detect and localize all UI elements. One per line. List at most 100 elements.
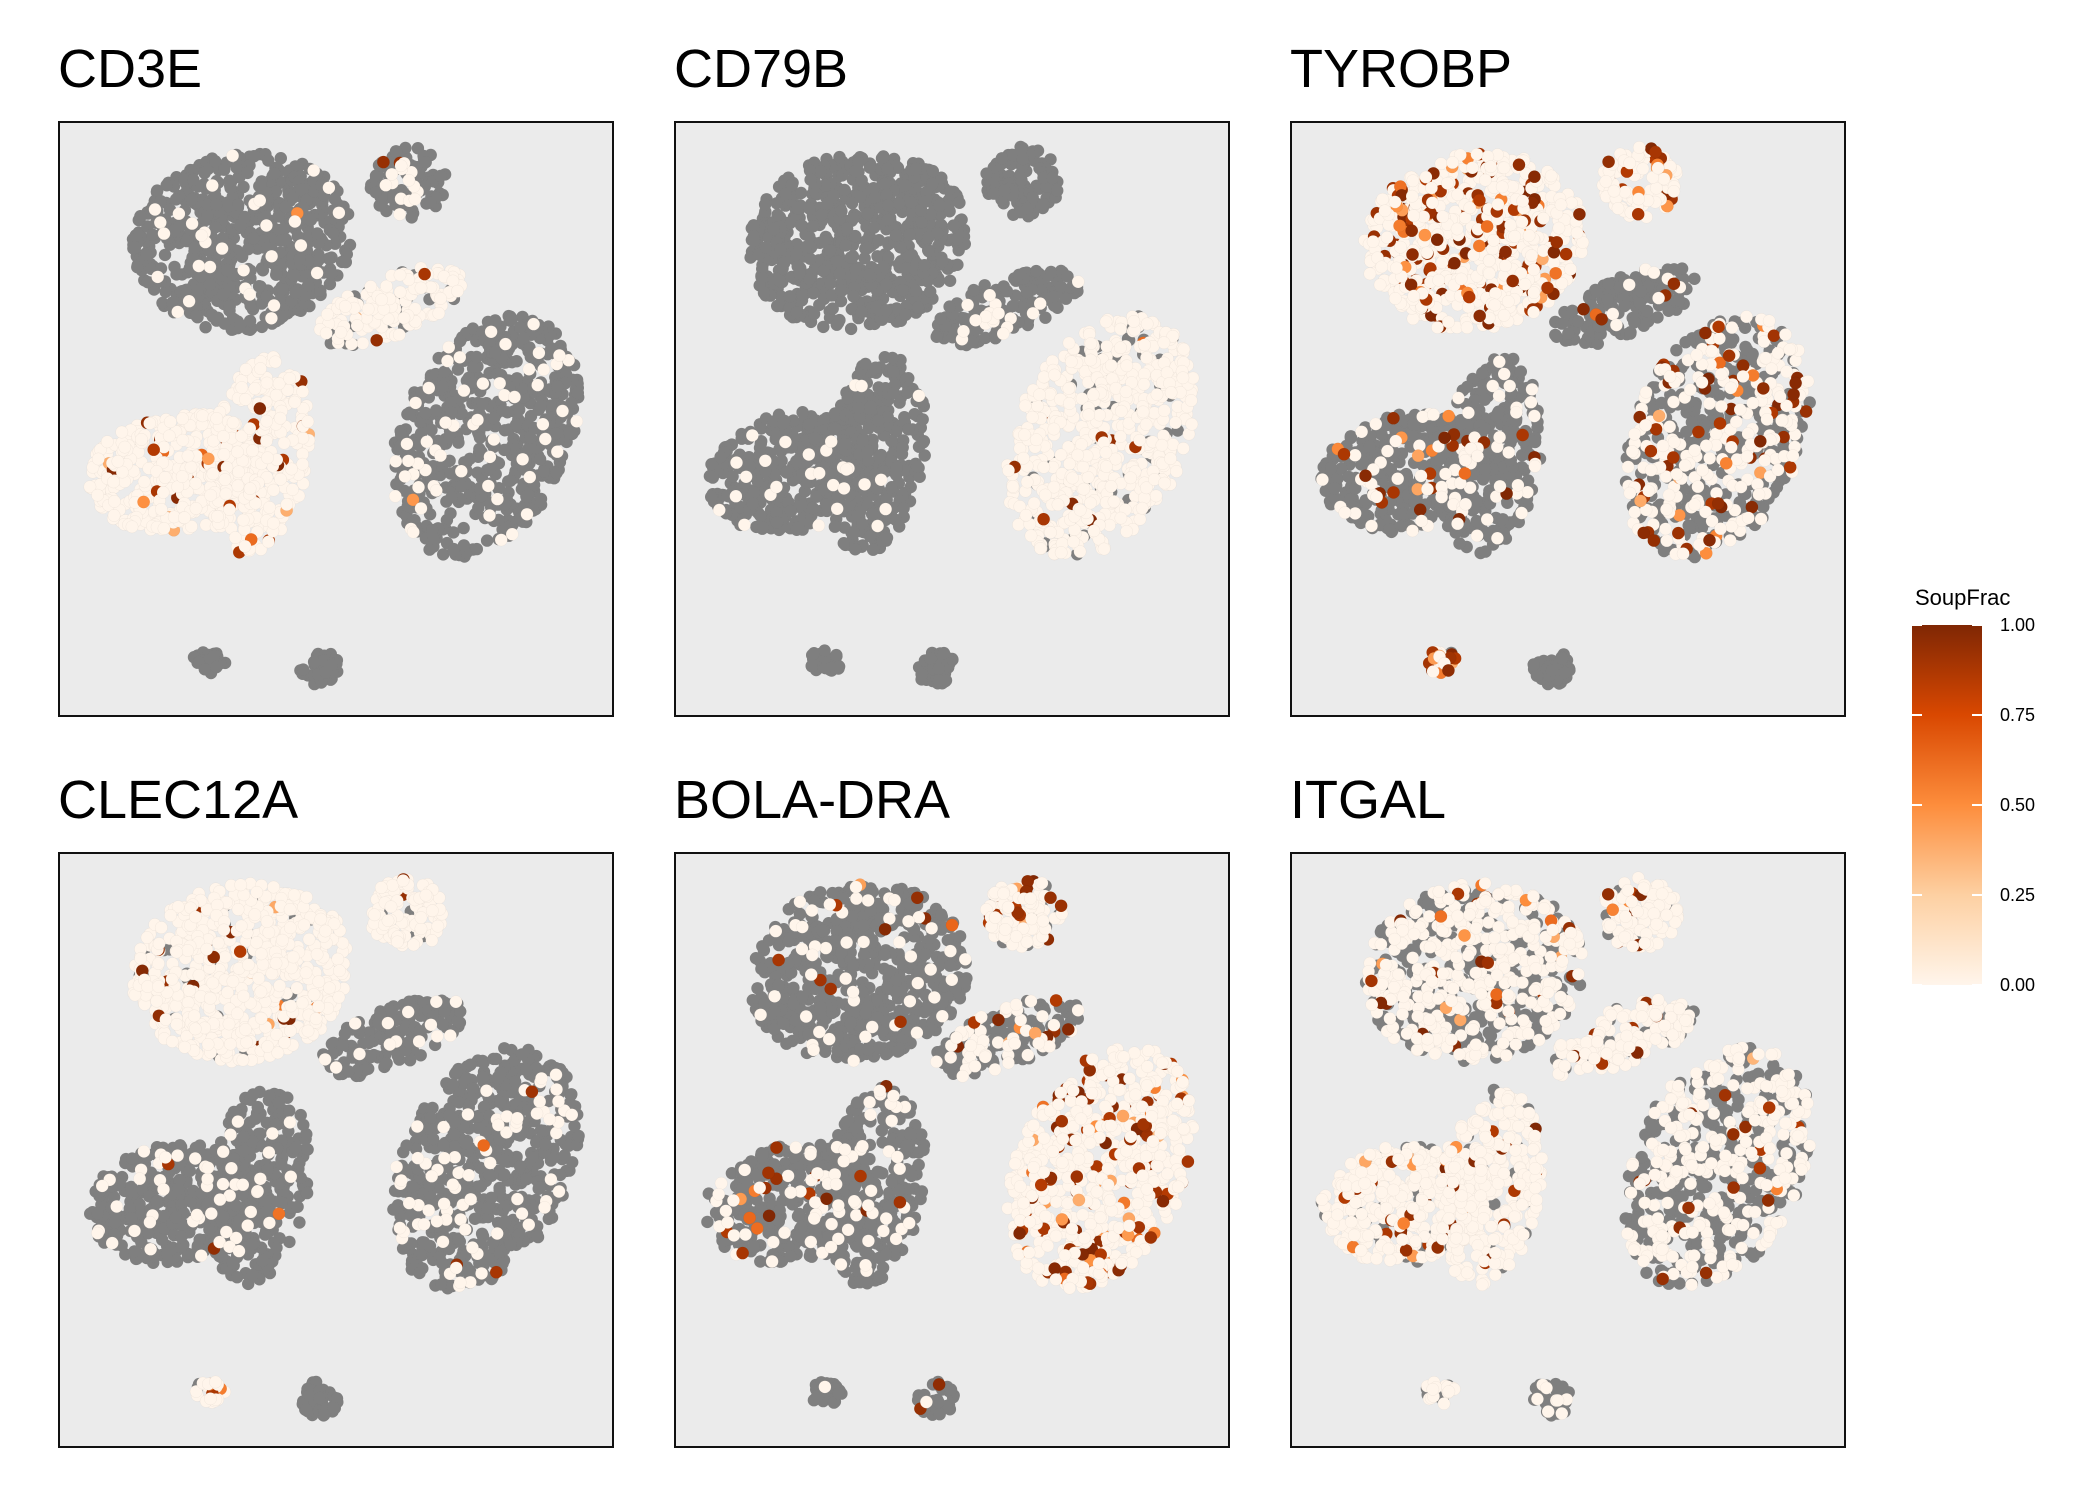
cell-point [807, 287, 820, 300]
cell-point [757, 286, 771, 300]
cell-point [434, 449, 447, 463]
cell-point [338, 299, 352, 313]
cell-point [995, 152, 1009, 165]
cell-point [880, 531, 894, 544]
cell-point [827, 189, 840, 202]
cell-point [1100, 339, 1114, 353]
cell-point [261, 451, 274, 465]
cell-point [236, 513, 250, 527]
cell-point [745, 428, 759, 442]
cell-point [322, 181, 336, 195]
cell-point [879, 304, 893, 317]
cell-point [429, 404, 443, 417]
cell-point [241, 166, 254, 180]
cell-point [861, 444, 874, 457]
cell-point [910, 460, 924, 473]
cell-point [796, 406, 809, 419]
cell-point [395, 428, 408, 441]
cell-point [134, 210, 147, 223]
cell-point [926, 177, 939, 191]
cell-point [532, 346, 546, 360]
cell-point [453, 350, 467, 364]
cell-point [389, 145, 403, 158]
cell-point [834, 283, 848, 297]
cell-point [803, 230, 816, 244]
cell-point [393, 285, 407, 299]
cell-point [1114, 511, 1128, 525]
cell-point [178, 173, 191, 187]
cell-point [216, 232, 229, 245]
cell-point [218, 473, 232, 487]
cell-point [319, 665, 332, 679]
cell-point [350, 319, 364, 333]
cell-point [807, 647, 821, 660]
cell-point [743, 459, 756, 473]
cell-point [154, 502, 168, 516]
cell-point [522, 442, 535, 455]
cell-point [1062, 381, 1076, 395]
cell-point [1375, 428, 1388, 441]
cell-point [1044, 265, 1058, 279]
cell-point [808, 432, 821, 445]
cell-point [402, 173, 416, 187]
cell-point [849, 229, 862, 243]
cell-point [523, 470, 537, 484]
cell-point [855, 174, 868, 187]
cell-point [400, 437, 414, 451]
cell-point [392, 328, 406, 342]
cell-point [111, 454, 125, 468]
cell-point [1051, 184, 1064, 197]
cell-point [818, 644, 831, 657]
cell-point [137, 475, 151, 489]
cell-point [146, 228, 159, 241]
cell-point [216, 288, 230, 301]
cell-point [205, 179, 219, 192]
cell-point [767, 222, 780, 236]
cell-point [1084, 496, 1097, 510]
cell-point [499, 337, 512, 351]
cell-point [301, 415, 315, 429]
cell-point [987, 187, 1000, 200]
cell-point [1059, 292, 1073, 305]
cell-point [262, 154, 275, 167]
cell-point [1081, 470, 1095, 484]
cell-point [875, 313, 889, 326]
cell-point [158, 248, 172, 262]
cell-point [226, 416, 240, 430]
cell-point [565, 396, 578, 410]
cell-point [754, 509, 767, 523]
cell-point [204, 488, 218, 502]
cell-point [770, 516, 784, 529]
cell-point [966, 335, 979, 349]
cell-point [869, 361, 882, 374]
cell-point [1133, 512, 1147, 526]
cell-point [1061, 440, 1075, 454]
cell-point [231, 479, 245, 493]
cell-point [457, 384, 471, 398]
cell-point [219, 487, 233, 501]
cell-point [879, 502, 893, 516]
cell-point [892, 197, 906, 210]
cell-point [1184, 394, 1198, 407]
cell-point [369, 186, 382, 199]
cell-point [230, 445, 244, 459]
cell-point [434, 292, 447, 305]
cell-point [1108, 452, 1122, 466]
cell-point [445, 491, 458, 504]
cell-point [159, 285, 172, 299]
cell-point [1099, 446, 1113, 460]
cell-point [838, 521, 851, 534]
cell-point [259, 434, 273, 448]
cell-point [163, 415, 177, 429]
cell-point [254, 362, 267, 376]
cell-point [505, 313, 518, 326]
cell-point [1047, 422, 1061, 436]
cell-point [262, 501, 276, 514]
cell-point [853, 410, 866, 424]
cell-point [265, 249, 279, 263]
cell-point [862, 454, 875, 467]
cell-point [487, 433, 501, 446]
cell-point [979, 331, 992, 345]
cell-point [759, 241, 773, 254]
cell-point [471, 413, 484, 427]
